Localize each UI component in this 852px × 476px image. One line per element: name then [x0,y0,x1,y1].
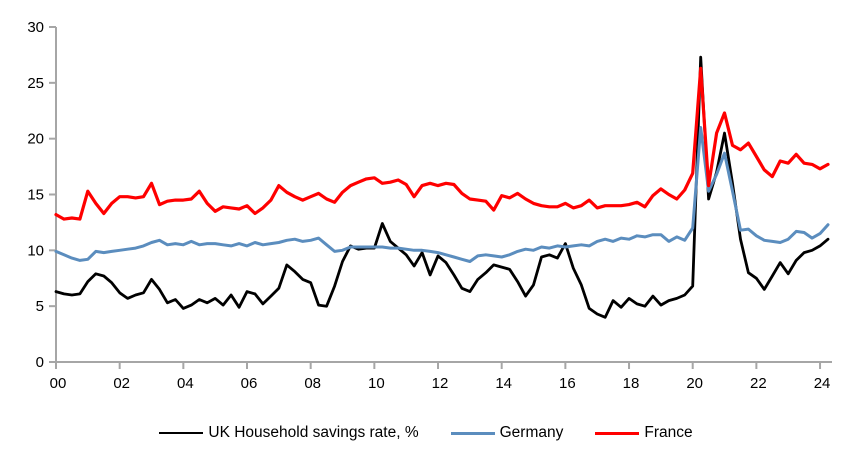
y-tick-label: 10 [27,242,44,259]
series-line-2 [54,66,830,221]
y-tick-label: 25 [27,75,44,92]
x-tick-label: 06 [241,375,258,392]
legend-item-0: UK Household savings rate, % [159,424,419,442]
y-tick-label: 0 [36,354,44,371]
legend-item-1: Germany [450,424,564,442]
y-tick-label: 20 [27,131,44,148]
x-tick-label: 14 [495,375,512,392]
x-tick-label: 10 [368,375,385,392]
x-tick-label: 04 [177,375,194,392]
x-tick-label: 18 [623,375,640,392]
x-tick-label: 00 [50,375,67,392]
legend-swatch-0 [159,432,204,434]
chart-canvas: 0 5 10 15 20 25 30 00 02 04 06 08 10 12 14 16 18 20 22 24 [27,19,832,392]
x-tick-label: 16 [559,375,576,392]
x-tick-label: 20 [686,375,703,392]
x-tick-label: 02 [113,375,130,392]
legend-swatch-2 [595,431,640,435]
y-tick-label: 5 [36,298,44,315]
legend-item-2: France [595,424,693,442]
chart-legend: UK Household savings rate, % Germany Franc… [0,424,852,442]
legend-swatch-1 [450,431,495,435]
x-tick-label: 08 [304,375,321,392]
y-tick-label: 15 [27,187,44,204]
legend-label-0: UK Household savings rate, % [208,424,419,441]
y-tick-label: 30 [27,19,44,36]
x-tick-label: 24 [814,375,831,392]
x-tick-label: 12 [432,375,449,392]
series-line-1 [54,126,830,263]
legend-label-2: France [644,424,693,441]
x-tick-label: 22 [750,375,767,392]
series-line-0 [54,55,830,319]
legend-label-1: Germany [499,424,564,441]
